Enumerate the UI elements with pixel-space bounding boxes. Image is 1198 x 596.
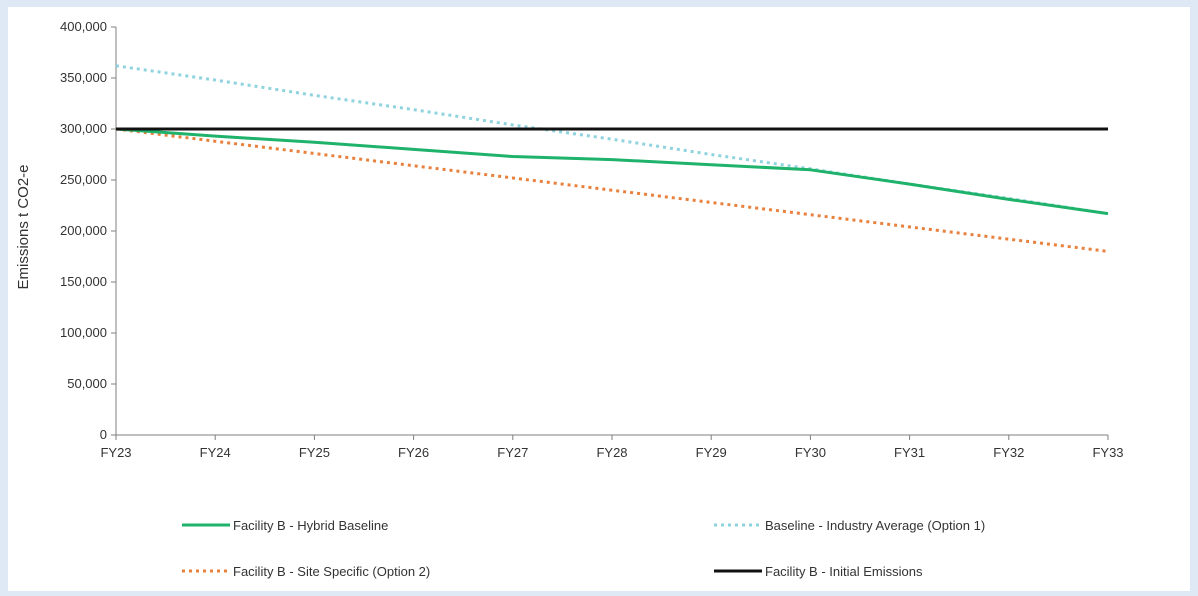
legend: Facility B - Hybrid Baseline Baseline - I…: [182, 518, 985, 579]
series-line-2: [115, 127, 1109, 253]
x-tick-label: FY33: [1092, 445, 1123, 460]
legend-label: Facility B - Initial Emissions: [765, 564, 923, 579]
x-tick-label: FY24: [200, 445, 231, 460]
x-tick-label: FY30: [795, 445, 826, 460]
y-tick-label: 250,000: [60, 172, 107, 187]
x-tick-label: FY32: [993, 445, 1024, 460]
x-tick-label: FY23: [100, 445, 131, 460]
chart-frame: Emissions t CO2-e 0 50,000 100,000 150,000 2…: [8, 7, 1190, 591]
y-axis-title: Emissions t CO2-e: [15, 164, 32, 289]
y-tick-label: 150,000: [60, 274, 107, 289]
axes: [115, 27, 1108, 436]
legend-label: Facility B - Site Specific (Option 2): [233, 564, 430, 579]
y-axis-title-group: Emissions t CO2-e: [15, 164, 32, 289]
x-tick-label: FY27: [497, 445, 528, 460]
series-lines: [115, 64, 1109, 253]
series-line-0: [115, 127, 1109, 216]
y-ticks: 0 50,000 100,000 150,000 200,000 250,000 300,0…: [60, 19, 116, 442]
emissions-chart: Emissions t CO2-e 0 50,000 100,000 150,000 2…: [15, 19, 1124, 579]
x-tick-label: FY29: [696, 445, 727, 460]
legend-label: Baseline - Industry Average (Option 1): [765, 518, 985, 533]
x-tick-label: FY28: [596, 445, 627, 460]
x-tick-label: FY31: [894, 445, 925, 460]
y-tick-label: 50,000: [67, 376, 107, 391]
y-tick-label: 0: [100, 427, 107, 442]
x-tick-label: FY26: [398, 445, 429, 460]
y-tick-label: 200,000: [60, 223, 107, 238]
legend-label: Facility B - Hybrid Baseline: [233, 518, 388, 533]
y-tick-label: 100,000: [60, 325, 107, 340]
y-tick-label: 300,000: [60, 121, 107, 136]
y-tick-label: 350,000: [60, 70, 107, 85]
y-tick-label: 400,000: [60, 19, 107, 34]
x-tick-label: FY25: [299, 445, 330, 460]
x-ticks: FY23 FY24 FY25 FY26 FY27 FY28 FY29 FY30 FY31 FY32…: [100, 435, 1124, 460]
